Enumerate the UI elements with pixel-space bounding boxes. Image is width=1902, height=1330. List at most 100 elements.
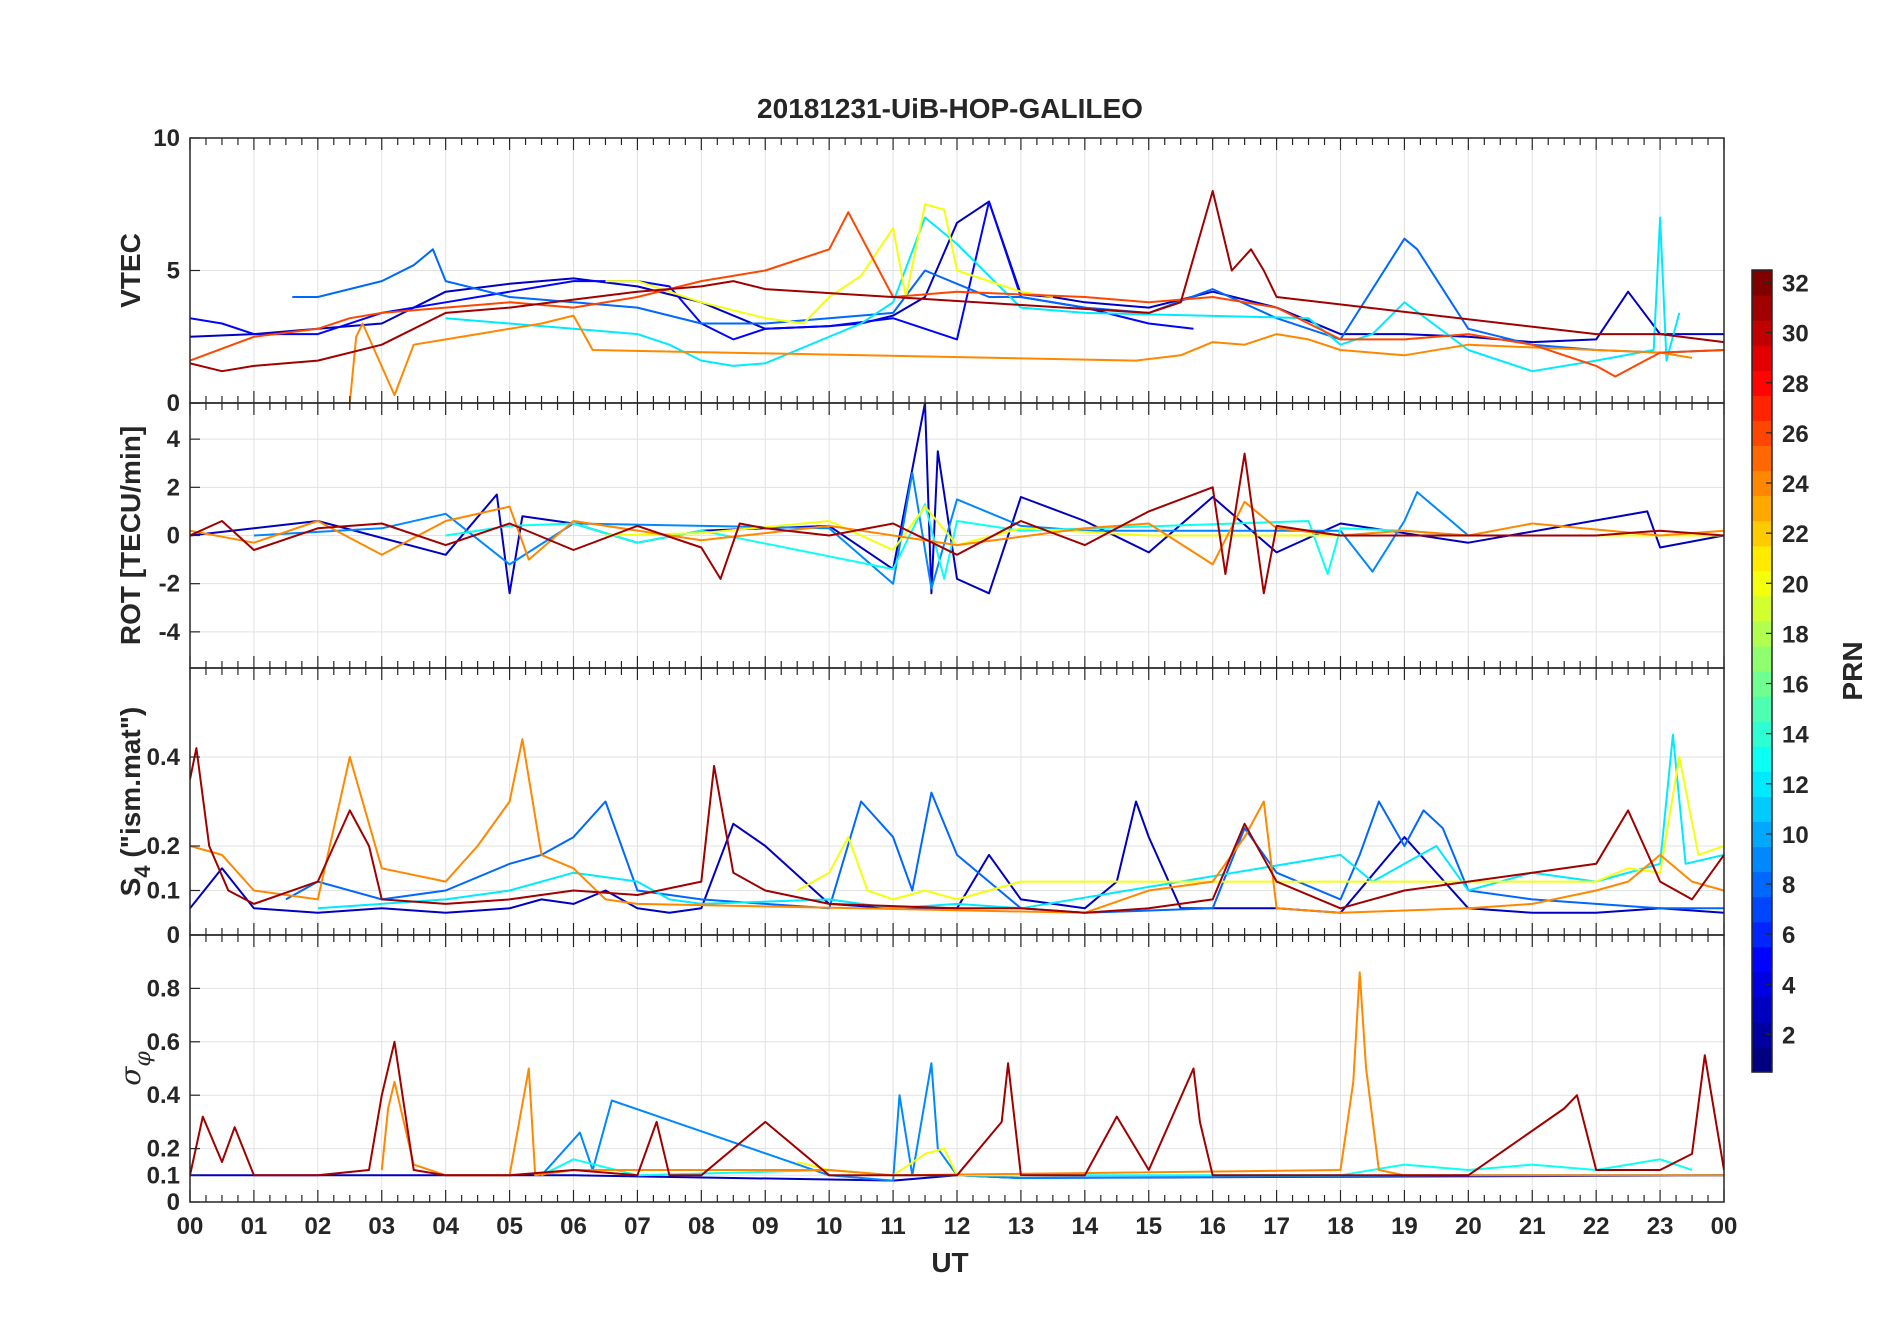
- y-tick-label: -2: [159, 571, 180, 598]
- series-prn-20: [796, 756, 1724, 901]
- y-tick-label: 0.2: [147, 833, 180, 860]
- colorbar-swatch: [1752, 345, 1772, 371]
- y-tick-label: 0: [167, 523, 180, 550]
- x-tick-label: 05: [496, 1213, 523, 1240]
- colorbar-tick-label: 28: [1782, 371, 1809, 398]
- series-prn-31: [190, 1040, 1724, 1177]
- colorbar-tick-label: 24: [1782, 471, 1809, 498]
- colorbar-swatch: [1752, 946, 1772, 973]
- y-axis-label: S4 ("ism.mat"): [115, 707, 155, 897]
- colorbar-tick-label: 16: [1782, 672, 1809, 699]
- colorbar-swatch: [1752, 896, 1772, 923]
- grid: [189, 935, 1725, 1203]
- colorbar-swatch: [1752, 671, 1772, 697]
- y-tick-label: 0.6: [147, 1029, 180, 1056]
- y-tick-label: 0: [167, 390, 180, 417]
- x-tick-label: 02: [304, 1213, 331, 1240]
- colorbar-tick-label: 30: [1782, 321, 1809, 348]
- colorbar-swatch: [1752, 320, 1772, 346]
- colorbar-tick-label: 6: [1782, 922, 1795, 949]
- y-tick-label: 0.1: [147, 878, 180, 905]
- colorbar-swatch: [1752, 921, 1772, 948]
- series-prn-26: [190, 211, 1724, 378]
- colorbar-swatch: [1752, 420, 1772, 447]
- colorbar-swatch: [1752, 270, 1772, 296]
- panel-1: -4 -2 0 2 4 ROT [TECU/min]: [115, 402, 1725, 669]
- panel-0: 0 5 10 VTEC: [115, 125, 1725, 417]
- colorbar-swatch: [1752, 520, 1772, 547]
- colorbar-tick-label: 14: [1782, 722, 1809, 749]
- x-tick-label: 20: [1455, 1213, 1482, 1240]
- y-tick-label: 0.8: [147, 975, 180, 1002]
- colorbar-swatch: [1752, 846, 1772, 873]
- y-tick-label: 4: [167, 426, 181, 453]
- series-group: [190, 733, 1724, 914]
- y-tick-label: 0: [167, 1189, 180, 1216]
- series-prn-31: [190, 747, 1724, 914]
- colorbar-swatch: [1752, 1021, 1772, 1048]
- series-prn-24: [190, 738, 1724, 914]
- colorbar-swatch: [1752, 821, 1772, 848]
- colorbar-swatch: [1752, 696, 1772, 722]
- series-prn-3: [190, 403, 1724, 595]
- x-tick-label: 13: [1008, 1213, 1035, 1240]
- colorbar-swatch: [1752, 620, 1772, 647]
- series-prn-24: [190, 500, 1724, 566]
- y-axis-label: σφ: [114, 1051, 156, 1086]
- colorbar-tick-label: 10: [1782, 822, 1809, 849]
- colorbar-swatch: [1752, 796, 1772, 822]
- colorbar-tick-label: 2: [1782, 1022, 1795, 1049]
- y-axis-label: VTEC: [115, 233, 146, 308]
- chart-title: 20181231-UiB-HOP-GALILEO: [757, 93, 1143, 124]
- x-tick-label: 19: [1391, 1213, 1418, 1240]
- colorbar-tick-label: 26: [1782, 421, 1809, 448]
- colorbar-frame: [1751, 269, 1773, 1073]
- y-tick-label: 0.4: [147, 1082, 181, 1109]
- colorbar-swatch: [1752, 971, 1772, 998]
- y-tick-label: 0.1: [147, 1162, 180, 1189]
- x-tick-label: 08: [688, 1213, 715, 1240]
- x-tick-label: 17: [1263, 1213, 1290, 1240]
- x-tick-label: 16: [1199, 1213, 1226, 1240]
- y-tick-label: 0: [167, 922, 180, 949]
- x-tick-label: 07: [624, 1213, 651, 1240]
- series-prn-9: [540, 1062, 1724, 1182]
- x-tick-label: 14: [1071, 1213, 1098, 1240]
- x-tick-label: 11: [880, 1213, 905, 1240]
- colorbar-swatch: [1752, 395, 1772, 421]
- colorbar-tick-label: 32: [1782, 271, 1809, 298]
- y-axis-label: ROT [TECU/min]: [115, 426, 146, 645]
- colorbar-tick-label: 4: [1782, 972, 1796, 999]
- y-tick-label: 10: [153, 125, 180, 152]
- x-tick-label: 09: [752, 1213, 779, 1240]
- x-axis-label: UT: [931, 1247, 968, 1278]
- y-tick-label: -4: [159, 619, 181, 646]
- x-tick-label: 00: [1711, 1213, 1738, 1240]
- x-tick-label: 03: [368, 1213, 395, 1240]
- x-tick-label: 15: [1135, 1213, 1162, 1240]
- colorbar-swatch: [1752, 645, 1772, 672]
- colorbar-tick-label: 20: [1782, 571, 1809, 598]
- colorbar-swatch: [1752, 545, 1772, 572]
- series-group: [190, 190, 1724, 403]
- x-tick-label: 00: [177, 1213, 204, 1240]
- series-group: [190, 971, 1724, 1182]
- x-tick-label: 18: [1327, 1213, 1354, 1240]
- colorbar-swatch: [1752, 771, 1772, 797]
- colorbar-swatch: [1752, 595, 1772, 622]
- x-tick-label: 01: [241, 1213, 268, 1240]
- x-tick-label: 04: [432, 1213, 459, 1240]
- colorbar-swatch: [1752, 295, 1772, 321]
- series-prn-3: [190, 800, 1724, 914]
- panel-3: 00.10.2 0.4 0.6 0.8 σφ: [114, 934, 1725, 1216]
- colorbar-swatch: [1752, 470, 1772, 497]
- colorbar-swatch: [1752, 445, 1772, 472]
- x-tick-label: 22: [1583, 1213, 1610, 1240]
- y-tick-label: 0.2: [147, 1136, 180, 1163]
- colorbar-tick-label: 12: [1782, 772, 1809, 799]
- colorbar-label: PRN: [1837, 641, 1868, 700]
- colorbar-swatch: [1752, 996, 1772, 1023]
- colorbar-tick-label: 8: [1782, 872, 1795, 899]
